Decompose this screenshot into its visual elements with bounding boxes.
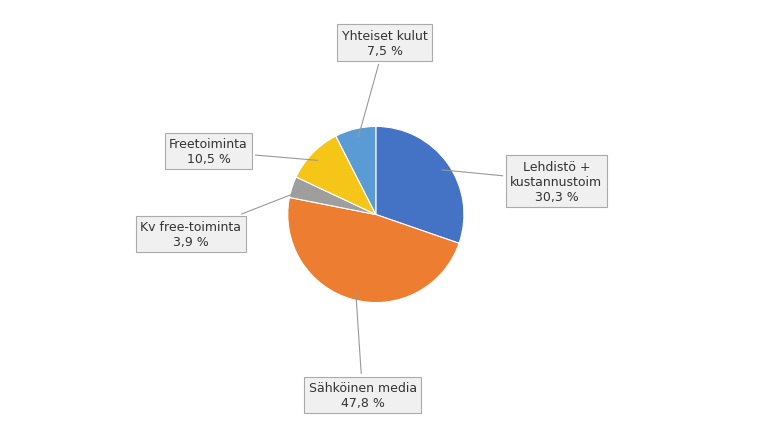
Wedge shape — [336, 127, 376, 215]
Wedge shape — [376, 127, 464, 244]
Text: Freetoiminta
10,5 %: Freetoiminta 10,5 % — [169, 138, 318, 166]
Text: Sähköinen media
47,8 %: Sähköinen media 47,8 % — [308, 292, 416, 409]
Text: Yhteiset kulut
7,5 %: Yhteiset kulut 7,5 % — [342, 30, 427, 137]
Text: Kv free-toiminta
3,9 %: Kv free-toiminta 3,9 % — [140, 192, 300, 248]
Wedge shape — [289, 178, 376, 215]
Wedge shape — [288, 198, 459, 303]
Text: Lehdistö +
kustannustoim
30,3 %: Lehdistö + kustannustoim 30,3 % — [442, 160, 602, 203]
Wedge shape — [296, 137, 376, 215]
